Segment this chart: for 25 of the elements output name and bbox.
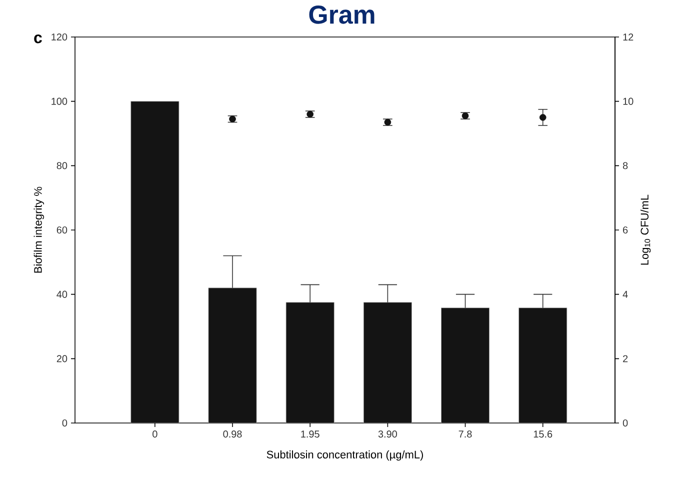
y-tick-label: 0: [62, 419, 68, 427]
x-tick-label: 1.95: [301, 430, 320, 438]
text: c: [34, 34, 42, 44]
y-axis-title: Biofilm integrity %: [34, 186, 44, 273]
y-tick-label: 120: [52, 33, 68, 41]
y2-tick-label: 4: [622, 290, 628, 298]
y2-axis-title: Log$_{10}$ CFU/mL: [640, 194, 651, 265]
chart-title: Gram: [309, 6, 374, 24]
x-tick-label: 0.98: [223, 430, 242, 438]
x-axis-title: Subtilosin concentration (µg/mL): [266, 450, 423, 461]
y2-tick-label: 2: [623, 355, 628, 362]
x-tick-label: 0: [152, 430, 158, 438]
y-tick-label: 80: [56, 162, 68, 170]
y2-tick-label: 10: [623, 98, 634, 105]
x-tick-label: 7.8: [458, 430, 472, 438]
x-tick-label: 15.6: [534, 430, 552, 438]
y2-tick-label: 6: [623, 226, 628, 234]
y-tick-label: 60: [56, 226, 68, 234]
y2-tick-label: 0: [622, 419, 628, 427]
y2-tick-label: 12: [623, 34, 634, 40]
y-tick-label: 20: [56, 355, 68, 362]
y-tick-label: 40: [56, 290, 68, 298]
x-tick-label: 3.90: [378, 430, 397, 438]
y-tick-label: 100: [52, 98, 68, 105]
y2-tick-label: 8: [622, 162, 628, 170]
